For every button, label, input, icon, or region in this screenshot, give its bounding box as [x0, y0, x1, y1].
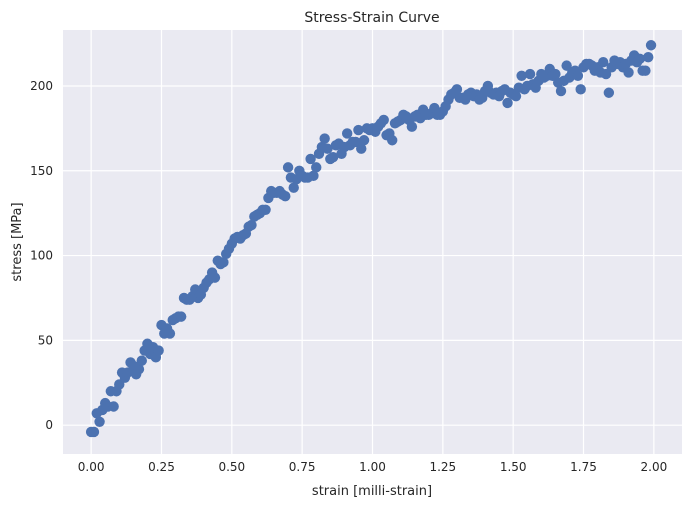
data-point [108, 401, 119, 412]
data-point [378, 114, 389, 126]
x-tick-label: 0.00 [78, 460, 105, 474]
data-point [280, 191, 291, 202]
data-point [322, 143, 333, 154]
data-point [634, 53, 645, 65]
data-point [502, 97, 513, 109]
data-point [406, 121, 418, 132]
data-point [358, 135, 370, 146]
data-point [575, 84, 586, 95]
data-point [218, 257, 229, 268]
data-point [353, 124, 364, 136]
x-tick-label: 1.75 [570, 460, 597, 474]
data-point [387, 135, 398, 146]
data-point [311, 162, 322, 173]
data-point [305, 153, 316, 165]
x-tick-label: 0.50 [218, 460, 245, 474]
x-axis-label: strain [milli-strain] [312, 484, 432, 499]
data-points [85, 40, 657, 438]
data-point [598, 57, 609, 68]
data-point [327, 152, 339, 163]
x-tick-label: 0.75 [289, 460, 316, 474]
data-point [94, 416, 105, 427]
x-tick-labels: 0.00 0.25 0.50 0.75 1.00 1.25 1.50 1.75 2.00 [78, 460, 667, 474]
data-point [524, 68, 536, 80]
data-point [516, 70, 527, 81]
y-tick-label: 100 [30, 249, 53, 263]
x-tick-label: 2.00 [641, 460, 668, 474]
x-tick-label: 0.25 [148, 460, 175, 474]
data-point [356, 143, 367, 154]
data-point [319, 133, 330, 144]
data-point [550, 68, 561, 80]
y-tick-label: 50 [38, 333, 53, 347]
data-point [572, 70, 584, 81]
y-tick-labels: 0 50 100 150 200 [30, 79, 53, 432]
data-point [288, 182, 299, 193]
y-tick-label: 150 [30, 164, 53, 178]
data-point [451, 84, 463, 95]
data-point [260, 204, 271, 215]
data-point [246, 219, 257, 231]
data-point [643, 51, 654, 63]
data-point [555, 85, 567, 97]
x-tick-label: 1.25 [429, 460, 456, 474]
data-point [136, 355, 147, 366]
data-point [282, 162, 294, 173]
data-point [603, 87, 615, 98]
data-point [645, 40, 657, 51]
data-point [133, 364, 145, 375]
y-tick-label: 200 [30, 79, 53, 93]
data-point [510, 90, 522, 102]
data-point [623, 67, 634, 78]
y-axis-label: stress [MPa] [10, 202, 25, 281]
data-point [308, 170, 319, 182]
y-gridlines [63, 85, 682, 426]
x-tick-label: 1.50 [500, 460, 527, 474]
data-point [341, 128, 353, 139]
data-point [153, 345, 164, 356]
data-point [209, 272, 221, 283]
data-point [175, 311, 187, 322]
chart-title: Stress-Strain Curve [304, 10, 439, 26]
x-tick-label: 1.00 [359, 460, 386, 474]
data-point [88, 426, 100, 438]
y-tick-label: 0 [45, 418, 53, 432]
data-point [640, 65, 651, 76]
data-point [164, 328, 176, 339]
